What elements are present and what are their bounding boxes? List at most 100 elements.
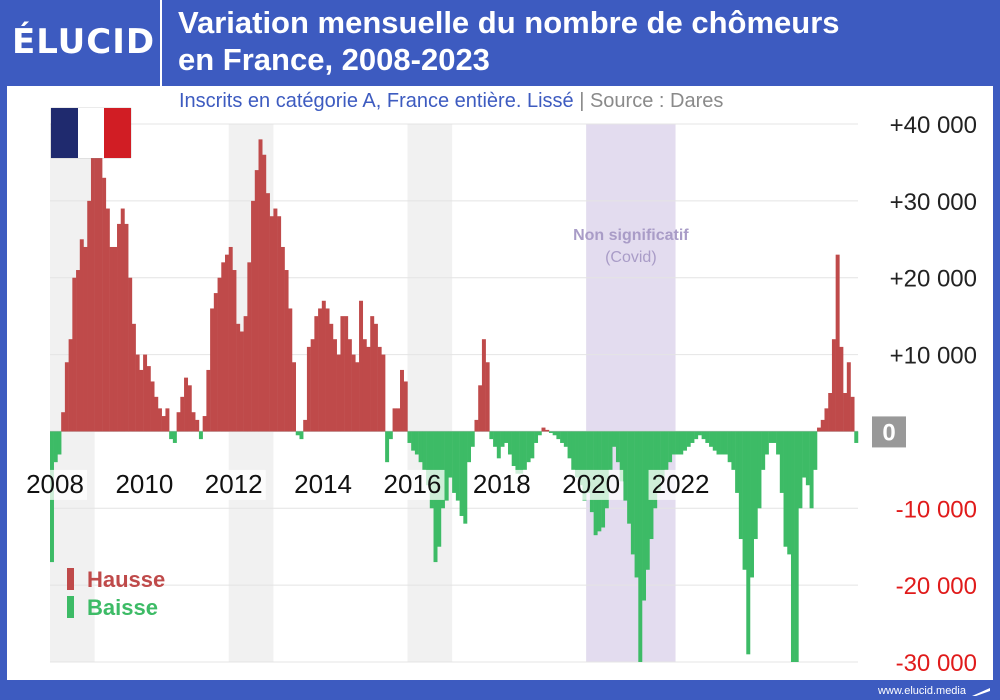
bar-hausse bbox=[232, 270, 237, 432]
bar-baisse bbox=[761, 431, 766, 470]
bar-baisse bbox=[686, 431, 691, 447]
bar-hausse bbox=[269, 216, 274, 432]
covid-annotation-line2: (Covid) bbox=[605, 249, 657, 266]
x-tick-label: 2010 bbox=[115, 469, 173, 499]
chart-svg: +40 000 +30 000 +20 000 +10 000 0 -10 000 -20 … bbox=[23, 112, 977, 677]
x-axis-labels: 2008 2010 2012 2014 2016 2018 2020 2022 bbox=[23, 469, 713, 500]
bar-hausse bbox=[94, 139, 99, 432]
bar-hausse bbox=[545, 429, 550, 432]
bar-hausse bbox=[474, 419, 479, 432]
bar-hausse bbox=[195, 419, 200, 432]
bar-hausse bbox=[113, 246, 118, 432]
bar-baisse bbox=[407, 431, 412, 443]
x-label-backdrop bbox=[469, 469, 534, 500]
bar-baisse bbox=[619, 431, 624, 482]
bar-hausse bbox=[336, 354, 341, 432]
bar-baisse bbox=[701, 431, 706, 440]
bar-hausse bbox=[370, 316, 375, 432]
bar-baisse bbox=[809, 431, 814, 509]
bar-baisse bbox=[783, 431, 788, 547]
x-label-backdrop bbox=[201, 469, 266, 500]
subtitle-separator: | bbox=[579, 90, 585, 112]
logo-box: ÉLUCID bbox=[0, 0, 162, 86]
bar-hausse bbox=[325, 308, 330, 432]
bar-baisse bbox=[776, 431, 781, 455]
x-tick-label: 2022 bbox=[652, 469, 710, 499]
x-label-backdrop bbox=[291, 469, 356, 500]
bar-baisse bbox=[172, 431, 177, 443]
elucid-logo: ÉLUCID bbox=[12, 22, 156, 62]
bar-hausse bbox=[102, 177, 107, 432]
chart-title: Variation mensuelle du nombre de chômeur… bbox=[178, 4, 958, 78]
bar-baisse bbox=[690, 431, 695, 443]
bar-hausse bbox=[273, 208, 278, 432]
bar-baisse bbox=[440, 431, 445, 509]
y-tick-label: 0 bbox=[882, 419, 895, 446]
bar-hausse bbox=[843, 393, 848, 432]
bar-baisse bbox=[418, 431, 423, 463]
x-tick-label: 2012 bbox=[205, 469, 263, 499]
bar-hausse bbox=[292, 362, 296, 432]
bar-hausse bbox=[828, 393, 833, 432]
bar-baisse bbox=[623, 431, 628, 501]
bar-baisse bbox=[578, 431, 583, 486]
bar-baisse bbox=[772, 431, 777, 443]
bar-hausse bbox=[187, 385, 192, 432]
bar-hausse bbox=[314, 316, 319, 432]
bar-baisse bbox=[422, 431, 427, 470]
x-tick-label: 2018 bbox=[473, 469, 531, 499]
bar-baisse bbox=[604, 431, 609, 509]
bar-hausse bbox=[332, 339, 337, 432]
bar-baisse bbox=[634, 431, 639, 578]
bar-hausse bbox=[61, 412, 66, 432]
bar-baisse bbox=[738, 431, 743, 540]
bar-hausse bbox=[83, 246, 88, 432]
bar-hausse bbox=[64, 362, 69, 432]
title-line-2: en France, 2008-2023 bbox=[178, 42, 490, 77]
bar-hausse bbox=[87, 200, 92, 432]
bar-baisse bbox=[854, 431, 859, 443]
bar-baisse bbox=[638, 431, 643, 662]
bar-hausse bbox=[72, 277, 77, 432]
bar-hausse bbox=[265, 193, 270, 432]
bar-hausse bbox=[344, 316, 349, 432]
bar-baisse bbox=[627, 431, 632, 524]
bar-hausse bbox=[373, 323, 378, 432]
bar-baisse bbox=[630, 431, 635, 555]
bar-hausse bbox=[262, 154, 267, 432]
y-tick-label: +20 000 bbox=[890, 266, 977, 293]
bar-hausse bbox=[306, 346, 311, 432]
bar-hausse bbox=[225, 254, 229, 432]
france-flag-icon bbox=[51, 108, 132, 158]
bar-baisse bbox=[459, 431, 464, 516]
bar-baisse bbox=[511, 431, 516, 467]
bar-baisse bbox=[668, 431, 673, 463]
bar-baisse bbox=[709, 431, 714, 447]
bar-baisse bbox=[411, 431, 416, 451]
bar-hausse bbox=[280, 246, 285, 432]
bar-hausse bbox=[217, 277, 222, 432]
bar-hausse bbox=[820, 419, 825, 432]
bar-hausse bbox=[146, 366, 151, 432]
legend-label-baisse: Baisse bbox=[87, 595, 158, 620]
bar-hausse bbox=[161, 416, 166, 432]
bar-baisse bbox=[467, 431, 471, 463]
bar-hausse bbox=[831, 339, 836, 432]
bar-baisse bbox=[664, 431, 669, 470]
bar-hausse bbox=[351, 354, 356, 432]
bar-hausse bbox=[150, 381, 155, 432]
bar-baisse bbox=[768, 431, 773, 443]
bar-hausse bbox=[321, 300, 326, 432]
bar-baisse bbox=[429, 431, 434, 509]
bar-baisse bbox=[764, 431, 769, 455]
covid-annotation: Non significatif (Covid) bbox=[573, 227, 689, 266]
bar-baisse bbox=[671, 431, 676, 455]
bars bbox=[50, 139, 859, 662]
bar-baisse bbox=[683, 431, 687, 451]
bar-hausse bbox=[120, 208, 125, 432]
bar-hausse bbox=[180, 396, 185, 432]
flag-stripe-white bbox=[77, 108, 105, 158]
bar-baisse bbox=[731, 431, 736, 470]
x-label-backdrop bbox=[112, 469, 177, 500]
chart-panel: +40 000 +30 000 +20 000 +10 000 0 -10 000 -20 … bbox=[7, 86, 993, 680]
